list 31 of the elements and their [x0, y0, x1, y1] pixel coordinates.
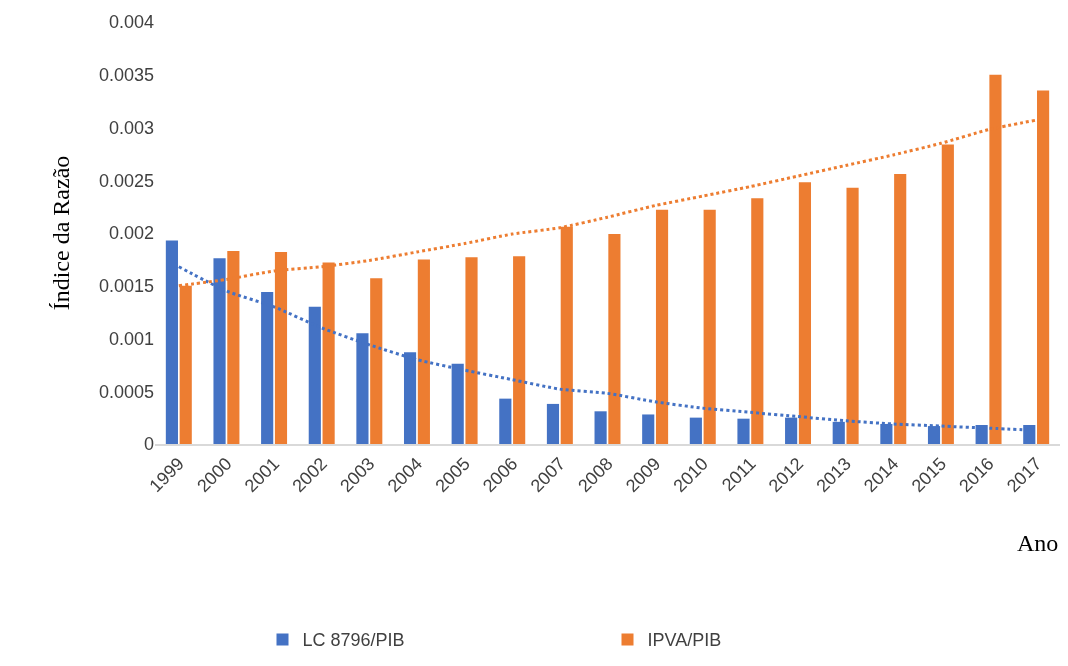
bar: [594, 411, 607, 444]
bar: [608, 234, 621, 444]
bar: [370, 278, 383, 444]
legend-label: IPVA/PIB: [647, 630, 722, 651]
bar: [465, 257, 478, 444]
y-tick-label: 0.002: [108, 223, 154, 244]
bar: [499, 398, 512, 444]
y-tick-label: 0.003: [108, 117, 154, 138]
bar: [798, 182, 812, 444]
bar: [894, 173, 907, 444]
x-axis-title: Ano: [1017, 530, 1059, 556]
y-axis-title: Índice da Razão: [48, 155, 75, 311]
bar: [642, 414, 655, 444]
bar: [846, 187, 859, 444]
y-tick-label: 0.0035: [98, 65, 154, 86]
bar: [546, 403, 560, 444]
bar: [1037, 90, 1050, 444]
y-tick-label: 0.0015: [98, 276, 154, 297]
bar: [703, 209, 716, 444]
bar: [689, 417, 702, 444]
legend-label: LC 8796/PIB: [302, 630, 405, 651]
y-tick-label: 0.0025: [98, 170, 154, 191]
bar: [655, 209, 669, 444]
y-tick-label: 0.0005: [98, 381, 154, 402]
y-tick-label: 0.001: [108, 328, 154, 349]
bar: [737, 418, 750, 444]
y-tick-label: 0: [143, 434, 154, 455]
bar: [751, 198, 764, 444]
bar: [513, 256, 526, 444]
bar: [417, 259, 430, 444]
y-tick-label: 0.004: [108, 12, 154, 33]
